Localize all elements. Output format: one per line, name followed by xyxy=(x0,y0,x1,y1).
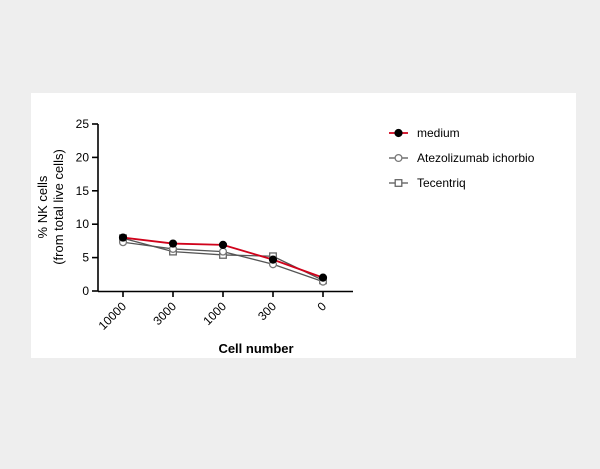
x-tick-label: 3000 xyxy=(150,299,179,328)
y-tick-label: 20 xyxy=(76,150,90,164)
data-point xyxy=(218,247,228,256)
data-point xyxy=(118,233,128,242)
x-tick-label: 0 xyxy=(314,299,329,314)
x-tick-label: 10000 xyxy=(96,299,130,333)
x-tick-label: 300 xyxy=(255,299,279,323)
y-tick-label: 15 xyxy=(76,184,90,198)
data-point xyxy=(218,240,228,250)
legend-item: medium xyxy=(389,126,460,140)
legend-item: Tecentriq xyxy=(389,176,466,190)
data-point xyxy=(168,239,178,248)
y-axis-title-line2: (from total live cells) xyxy=(51,149,66,265)
data-point xyxy=(268,255,278,264)
legend-label: medium xyxy=(417,126,460,140)
legend: medium Atezolizumab ichorbio Tecentriq xyxy=(389,126,535,190)
data-point xyxy=(318,273,328,282)
legend-swatch-marker xyxy=(394,179,403,187)
y-tick-label: 25 xyxy=(76,117,90,131)
legend-swatch-marker xyxy=(394,128,403,138)
series-layer xyxy=(118,233,328,286)
x-tick-label: 1000 xyxy=(200,299,229,328)
legend-label: Tecentriq xyxy=(417,176,466,190)
y-axis-title-line1: % NK cells xyxy=(35,175,50,238)
legend-label: Atezolizumab ichorbio xyxy=(417,151,535,165)
chart-panel xyxy=(31,93,576,358)
y-tick-label: 5 xyxy=(82,251,89,265)
legend-item: Atezolizumab ichorbio xyxy=(389,151,535,165)
x-axis-title: Cell number xyxy=(218,341,293,356)
series-medium xyxy=(118,233,328,282)
legend-swatch-marker xyxy=(394,153,403,163)
y-tick-label: 10 xyxy=(76,217,90,231)
y-tick-label: 0 xyxy=(82,284,89,298)
